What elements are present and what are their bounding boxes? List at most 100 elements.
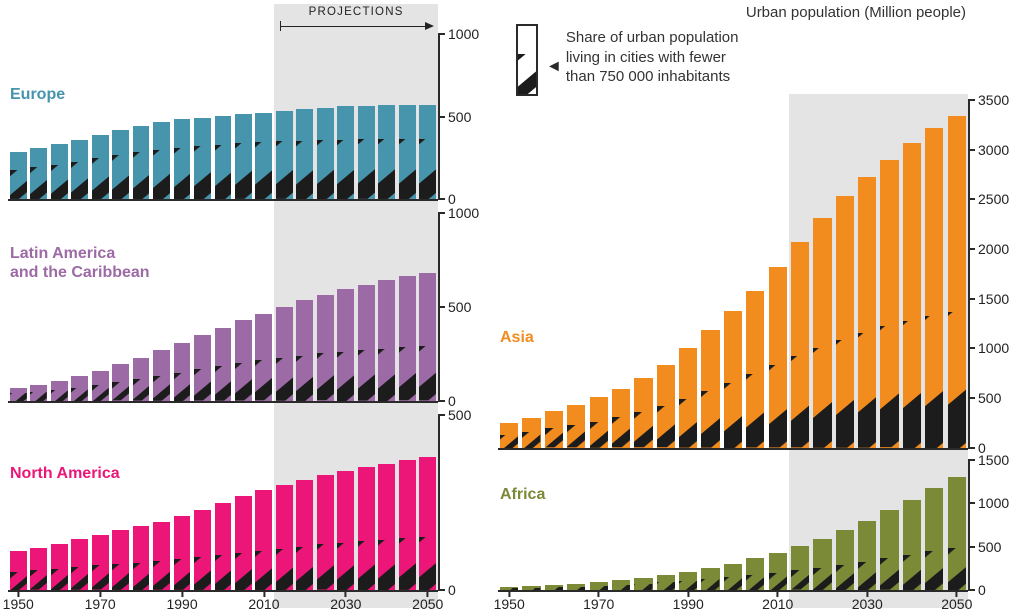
panel-label-europe: Europe [10,86,65,104]
bar [112,364,129,401]
ytick-label: 0 [978,582,986,598]
bar [880,160,898,448]
bar [419,457,436,590]
ytick-label: 500 [978,390,1001,406]
bar [791,242,809,448]
bar [378,464,395,590]
bar [769,267,787,448]
bar [276,307,293,401]
bar [399,105,416,200]
ytick-label: 500 [448,407,471,423]
ytick-label: 1000 [448,26,479,42]
bar [296,480,313,590]
ytick-label: 1500 [978,452,1009,468]
bar [215,328,232,401]
bar [10,388,27,401]
bar [194,335,211,401]
xtick-label: 1970 [583,596,614,612]
bar [701,568,719,590]
bar [337,289,354,400]
ytick-label: 2500 [978,191,1009,207]
bar [174,516,191,590]
ytick-label: 500 [978,539,1001,555]
panel-africa: Africa [498,454,1016,608]
xtick-label: 2010 [762,596,793,612]
bar [153,522,170,590]
chart-container: Europe PROJECTIONS [8,4,1016,608]
xtick-label: 2030 [330,596,361,612]
bar [925,128,943,448]
bar [657,575,675,590]
bar [679,348,697,447]
bar [903,143,921,448]
panel-label-asia: Asia [500,329,534,347]
bar [317,475,334,590]
bar [317,108,334,200]
bar [836,196,854,447]
bar [358,106,375,200]
legend-box [516,24,538,96]
bar [276,485,293,590]
bar [10,152,27,199]
bar [567,405,585,448]
legend-text: Share of urban population living in citi… [566,28,746,87]
left-column: Europe PROJECTIONS [8,4,486,608]
bar [92,371,109,401]
bar [813,539,831,590]
right-column: Urban population (Million people) ◄ Shar… [486,4,1016,608]
ytick-label: 1000 [978,340,1009,356]
bar [545,411,563,447]
panel-label-latam: Latin Americaand the Caribbean [10,245,150,282]
bar [153,350,170,401]
bar [215,116,232,199]
bar [791,546,809,590]
bar [235,114,252,199]
legend-hatch [518,54,536,94]
bar [337,106,354,199]
bar [358,467,375,590]
bar [378,280,395,401]
bar [235,320,252,401]
bar [71,140,88,200]
ytick-label: 500 [448,299,471,315]
ytick-label: 3000 [978,142,1009,158]
bar [51,381,68,401]
bar [657,365,675,447]
panel-asia: Asia [498,94,1016,454]
panel-namerica: North America [8,407,486,608]
projections-label: PROJECTIONS [274,6,438,18]
bar [30,548,47,590]
panel-label-namerica: North America [10,465,120,483]
ytick-label: 500 [448,109,471,125]
bar [419,105,436,200]
panel-europe: Europe PROJECTIONS [8,4,486,205]
ytick-label: 0 [448,582,456,598]
bar [612,389,630,448]
bar [255,314,272,401]
bar [746,291,764,448]
bar [133,526,150,590]
bar [153,122,170,199]
xtick-label: 1950 [494,596,525,612]
panel-label-africa: Africa [500,486,545,504]
bar [317,295,334,401]
ytick-label: 1000 [448,205,479,221]
bar [296,109,313,199]
xtick-label: 2050 [941,596,972,612]
bar [276,111,293,199]
xtick-label: 1990 [166,596,197,612]
bar [255,113,272,200]
bar [112,530,129,590]
bar [724,311,742,448]
bar [71,376,88,400]
bar [92,535,109,590]
bar [679,572,697,590]
panel-latam: Latin Americaand the Caribbean [8,205,486,406]
bar [419,273,436,400]
bar [724,564,742,591]
bar [948,116,966,448]
bar [296,300,313,400]
bar [858,177,876,447]
bar [10,551,27,590]
legend-arrow-icon: ◄ [546,58,562,76]
